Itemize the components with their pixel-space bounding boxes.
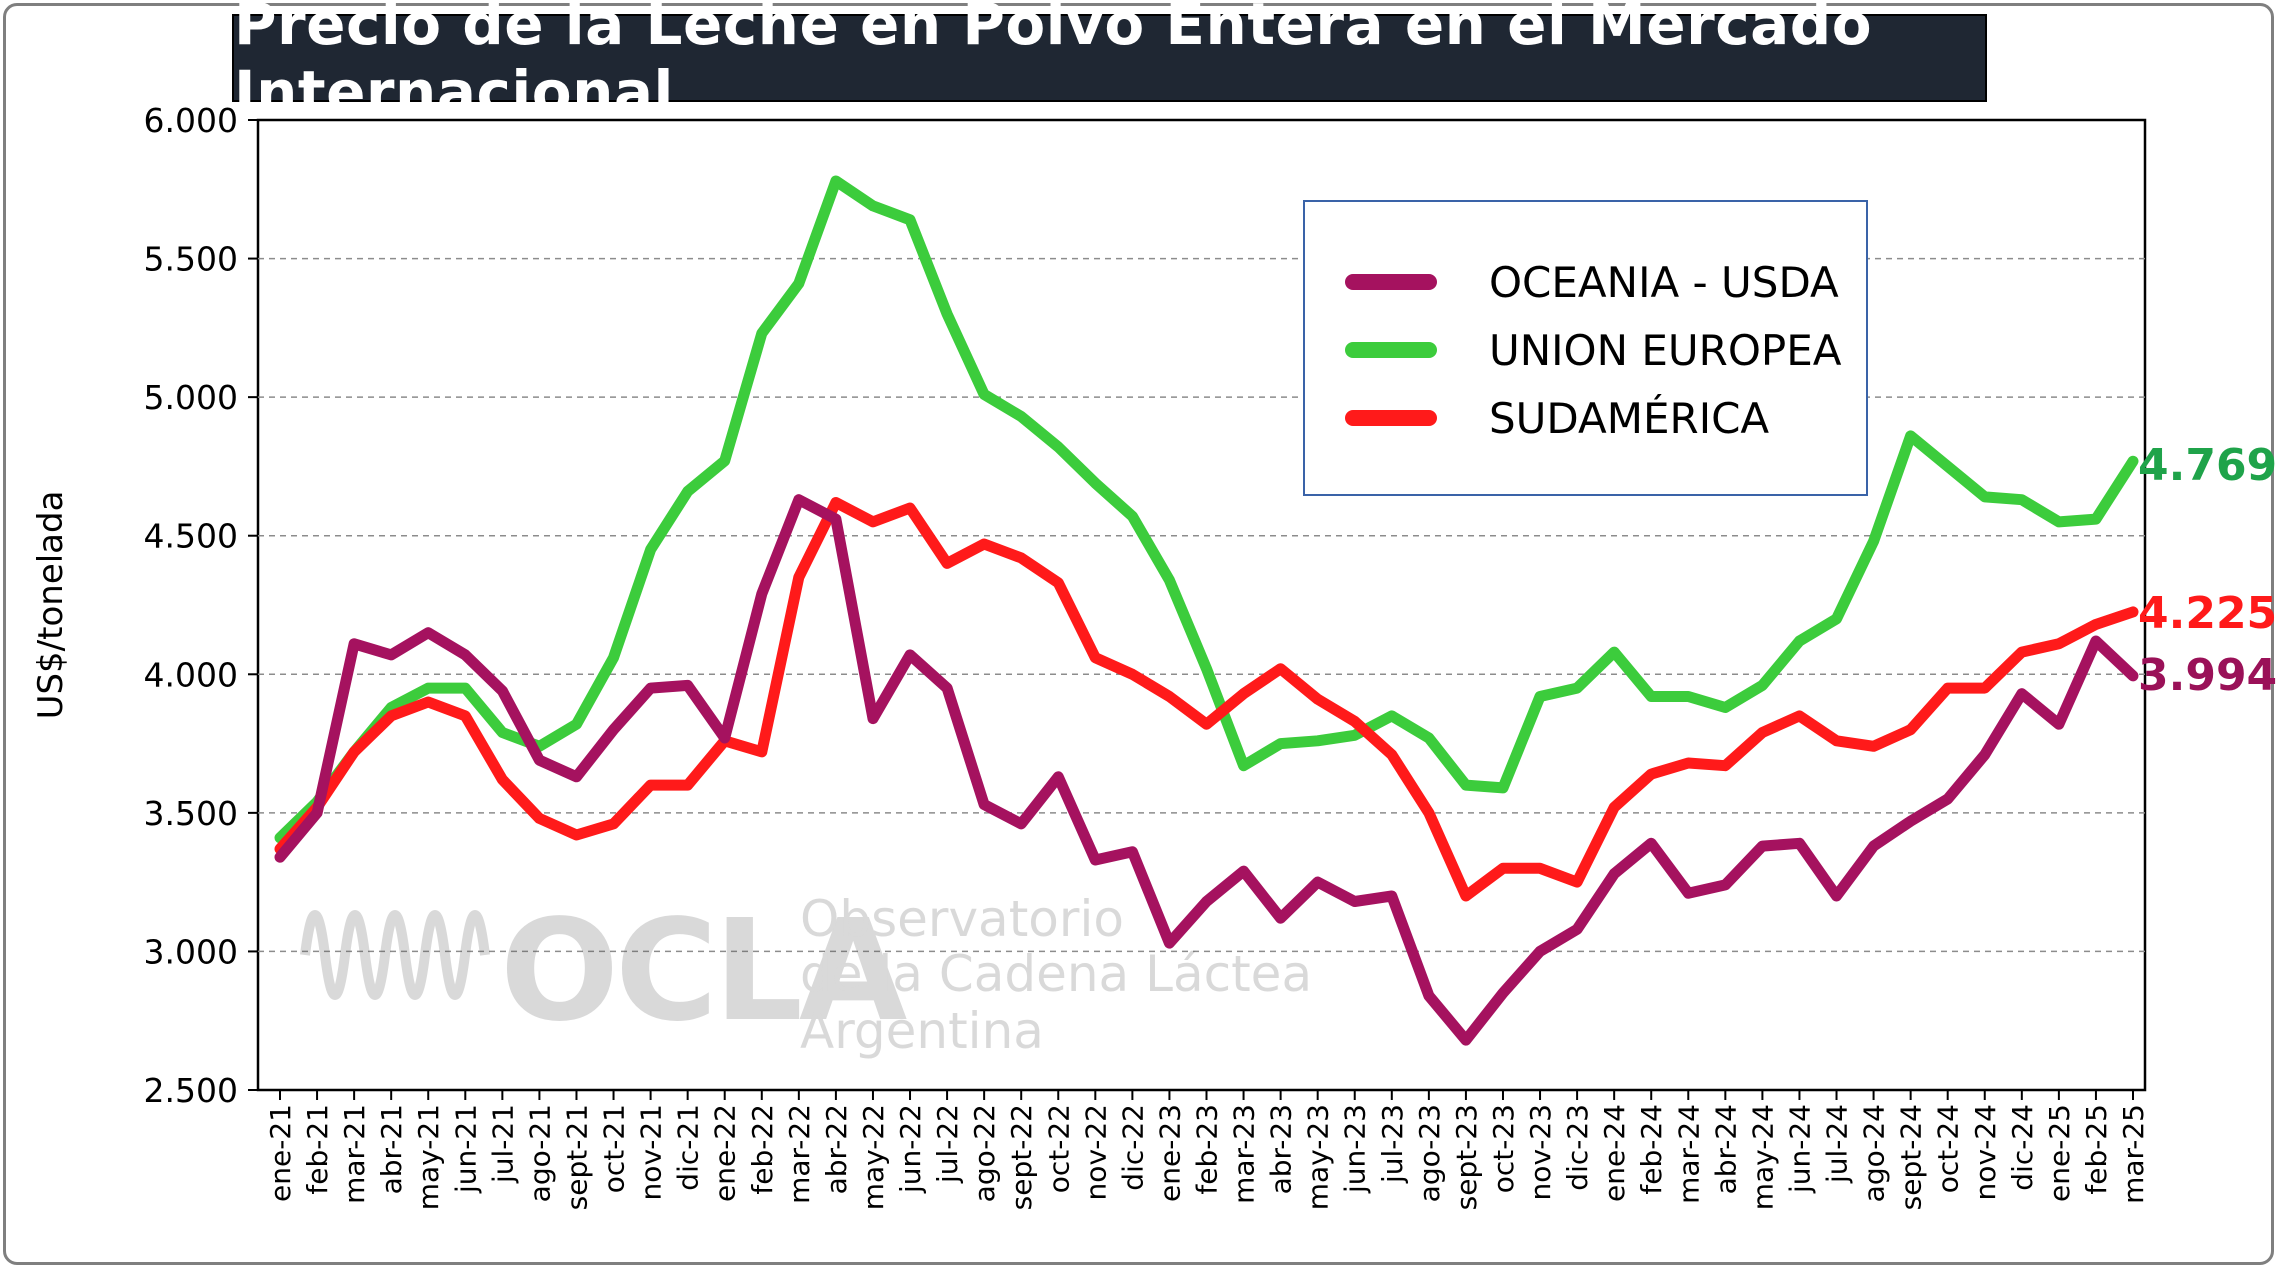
- x-tick-label: feb-21: [301, 1104, 334, 1195]
- x-tick-label: sept-21: [560, 1104, 593, 1210]
- x-tick-label: may-23: [1302, 1104, 1335, 1210]
- x-tick-label: jul-24: [1821, 1104, 1854, 1184]
- legend-swatch-oceania: [1345, 274, 1437, 290]
- x-tick-label: sept-22: [1005, 1104, 1038, 1210]
- x-tick-label: feb-22: [746, 1104, 779, 1195]
- x-tick-label: nov-21: [635, 1104, 668, 1200]
- x-axis-ticks: ene-21 feb-21 mar-21 abr-21 may-21 jun-21 jul-…: [264, 1090, 2150, 1210]
- y-tick-label: 5.500: [144, 240, 238, 279]
- x-tick-label: oct-21: [598, 1104, 631, 1193]
- end-label-0: 3.994: [2138, 650, 2277, 701]
- x-tick-label: oct-23: [1487, 1104, 1520, 1193]
- x-tick-label: ago-24: [1858, 1104, 1891, 1202]
- title-banner: Precio de la Leche en Polvo Entera en el…: [232, 0, 1987, 126]
- legend: OCEANIA - USDA UNION EUROPEA SUDAMÉRICA: [1303, 200, 1868, 496]
- series-line-1: [274, 175, 2139, 844]
- x-tick-label: mar-23: [1228, 1104, 1261, 1204]
- x-tick-label: jun-21: [449, 1104, 482, 1194]
- x-tick-label: ago-22: [968, 1104, 1001, 1202]
- x-tick-label: jul-23: [1376, 1104, 1409, 1184]
- series-line-0: [274, 494, 2139, 1046]
- legend-item-ue: UNION EUROPEA: [1345, 320, 1842, 380]
- x-tick-label: jul-22: [931, 1104, 964, 1184]
- y-tick-label: 3.000: [144, 932, 238, 971]
- x-tick-label: dic-22: [1116, 1104, 1149, 1191]
- series-lines: [274, 175, 2139, 1046]
- x-tick-label: mar-25: [2117, 1104, 2150, 1204]
- legend-item-sudamerica: SUDAMÉRICA: [1345, 388, 1769, 448]
- x-tick-label: nov-22: [1079, 1104, 1112, 1200]
- x-tick-label: oct-22: [1042, 1104, 1075, 1193]
- legend-label-sudamerica: SUDAMÉRICA: [1489, 393, 1770, 443]
- y-tick-label: 6.000: [144, 101, 238, 140]
- legend-item-oceania: OCEANIA - USDA: [1345, 252, 1839, 312]
- x-tick-label: dic-24: [2006, 1104, 2039, 1191]
- x-tick-label: sept-24: [1895, 1104, 1928, 1210]
- end-label-2: 4.225: [2138, 588, 2277, 639]
- x-tick-label: abr-24: [1709, 1104, 1742, 1194]
- x-tick-label: ene-23: [1153, 1104, 1186, 1202]
- legend-swatch-ue: [1345, 342, 1437, 358]
- x-tick-label: feb-25: [2080, 1104, 2113, 1195]
- y-tick-label: 4.000: [144, 655, 238, 694]
- watermark-line3: Argentina: [800, 1002, 1044, 1060]
- y-axis-label: US$/tonelada: [31, 491, 71, 720]
- x-tick-label: may-24: [1746, 1104, 1779, 1210]
- series-line-2: [274, 497, 2139, 902]
- watermark-line1: Observatorio: [800, 890, 1124, 948]
- x-tick-label: mar-22: [783, 1104, 816, 1204]
- x-tick-label: may-21: [412, 1104, 445, 1210]
- x-tick-label: abr-21: [375, 1104, 408, 1194]
- x-tick-label: dic-23: [1561, 1104, 1594, 1191]
- x-tick-label: jul-21: [486, 1104, 519, 1184]
- y-tick-label: 2.500: [144, 1071, 238, 1110]
- x-tick-label: ago-23: [1413, 1104, 1446, 1202]
- end-labels: 3.994 4.769 4.225: [2138, 440, 2277, 701]
- chart-title: Precio de la Leche en Polvo Entera en el…: [234, 0, 1873, 126]
- x-tick-label: may-22: [857, 1104, 890, 1210]
- x-tick-label: jun-23: [1339, 1104, 1372, 1194]
- watermark-brand: OCLA: [500, 890, 907, 1053]
- x-tick-label: nov-24: [1969, 1104, 2002, 1200]
- x-tick-label: ene-24: [1598, 1104, 1631, 1202]
- watermark-line2: de la Cadena Láctea: [800, 945, 1313, 1003]
- x-tick-label: feb-24: [1635, 1104, 1668, 1195]
- x-tick-label: mar-24: [1672, 1104, 1705, 1204]
- x-tick-label: mar-21: [338, 1104, 371, 1204]
- x-tick-label: feb-23: [1191, 1104, 1224, 1195]
- x-tick-label: ago-21: [523, 1104, 556, 1202]
- y-tick-label: 4.500: [144, 517, 238, 556]
- x-tick-label: oct-24: [1932, 1104, 1965, 1193]
- x-tick-label: jun-24: [1783, 1104, 1816, 1194]
- y-axis-ticks: 2.500 3.000 3.500 4.000 4.500 5.000 5.500 6.000: [144, 101, 258, 1110]
- x-tick-label: nov-23: [1524, 1104, 1557, 1200]
- x-tick-label: ene-21: [264, 1104, 297, 1202]
- x-tick-label: dic-21: [672, 1104, 705, 1191]
- ocla-logo-waves-icon: [300, 910, 490, 1000]
- legend-label-oceania: OCEANIA - USDA: [1489, 257, 1839, 307]
- x-tick-label: abr-23: [1265, 1104, 1298, 1194]
- x-tick-label: ene-22: [709, 1104, 742, 1202]
- y-tick-label: 5.000: [144, 378, 238, 417]
- end-label-1: 4.769: [2138, 440, 2277, 491]
- x-tick-label: abr-22: [820, 1104, 853, 1194]
- legend-swatch-sudamerica: [1345, 410, 1437, 426]
- x-tick-label: sept-23: [1450, 1104, 1483, 1210]
- legend-label-ue: UNION EUROPEA: [1489, 325, 1842, 375]
- x-tick-label: ene-25: [2043, 1104, 2076, 1202]
- x-tick-label: jun-22: [894, 1104, 927, 1194]
- y-tick-label: 3.500: [144, 794, 238, 833]
